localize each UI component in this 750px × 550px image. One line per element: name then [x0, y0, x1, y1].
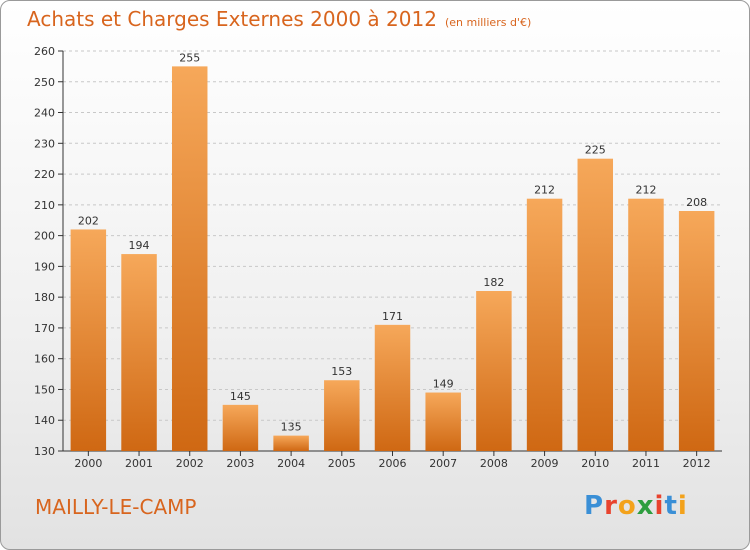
y-tick-label: 160 — [34, 353, 55, 366]
logo-letter: t — [664, 491, 678, 521]
unit-label: (en milliers d'€) — [444, 16, 532, 29]
x-tick-label: 2005 — [328, 457, 356, 470]
data-label: 135 — [281, 421, 302, 434]
x-tick-label: 2007 — [429, 457, 457, 470]
y-tick-label: 260 — [34, 45, 55, 58]
data-label: 255 — [179, 51, 200, 64]
y-tick-label: 220 — [34, 168, 55, 181]
x-tick-label: 2004 — [277, 457, 305, 470]
y-tick-label: 140 — [34, 414, 55, 427]
bar — [425, 392, 461, 451]
y-tick-label: 230 — [34, 137, 55, 150]
bar — [171, 66, 208, 451]
data-label: 194 — [129, 239, 150, 252]
bar — [273, 435, 309, 451]
data-label: 171 — [382, 310, 403, 323]
data-label: 208 — [686, 196, 707, 209]
y-tick-label: 200 — [34, 230, 55, 243]
logo-letter: P — [584, 491, 605, 521]
bar — [324, 380, 360, 451]
data-label: 202 — [78, 214, 99, 227]
proxiti-logo: Proxiti — [584, 491, 688, 521]
data-label: 212 — [534, 184, 555, 197]
x-tick-label: 2001 — [125, 457, 153, 470]
chart-title: Achats et Charges Externes 2000 à 2012 (e… — [27, 7, 531, 31]
bar — [526, 198, 563, 451]
logo-letter: x — [636, 491, 655, 521]
bar — [374, 324, 411, 451]
x-tick-label: 2010 — [581, 457, 609, 470]
y-tick-label: 150 — [34, 383, 55, 396]
bar — [121, 254, 157, 451]
x-tick-label: 2000 — [74, 457, 102, 470]
bar — [476, 291, 512, 451]
data-label: 149 — [433, 378, 454, 391]
y-tick-label: 210 — [34, 199, 55, 212]
data-label: 225 — [585, 144, 606, 157]
place-name: MAILLY-LE-CAMP — [35, 495, 197, 519]
bar — [70, 229, 107, 451]
data-label: 212 — [635, 184, 656, 197]
x-tick-label: 2006 — [379, 457, 407, 470]
title-text: Achats et Charges Externes 2000 à 2012 — [27, 7, 437, 31]
x-tick-label: 2002 — [176, 457, 204, 470]
bar — [577, 158, 614, 451]
data-label: 153 — [331, 365, 352, 378]
logo-letter: i — [654, 491, 665, 521]
bar — [628, 198, 664, 451]
logo-letter: o — [617, 491, 637, 521]
data-label: 145 — [230, 390, 251, 403]
bar — [678, 211, 715, 451]
y-tick-label: 180 — [34, 291, 55, 304]
bar — [222, 404, 259, 451]
logo-letter: i — [677, 491, 688, 521]
x-tick-label: 2009 — [531, 457, 559, 470]
x-tick-label: 2008 — [480, 457, 508, 470]
x-tick-label: 2003 — [226, 457, 254, 470]
y-tick-label: 240 — [34, 107, 55, 120]
y-tick-label: 190 — [34, 260, 55, 273]
x-tick-label: 2011 — [632, 457, 660, 470]
y-tick-label: 130 — [34, 445, 55, 458]
y-tick-label: 170 — [34, 322, 55, 335]
logo-letter: r — [604, 491, 618, 521]
x-tick-label: 2012 — [683, 457, 711, 470]
data-label: 182 — [483, 276, 504, 289]
y-tick-label: 250 — [34, 76, 55, 89]
